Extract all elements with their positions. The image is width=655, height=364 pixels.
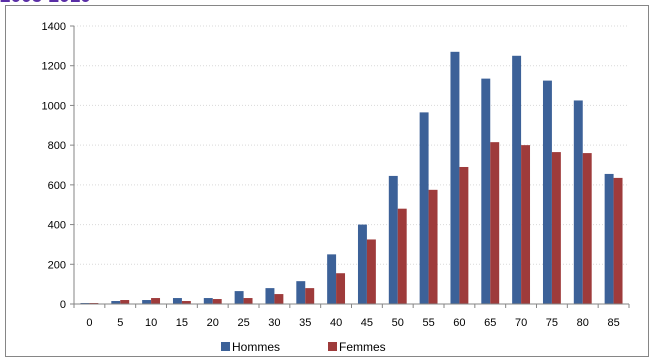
bar-femmes-10 <box>151 298 161 304</box>
bar-hommes-65 <box>481 78 491 304</box>
bar-hommes-80 <box>573 100 583 304</box>
x-tick-label: 55 <box>422 317 434 329</box>
bar-femmes-15 <box>181 301 191 304</box>
bar-femmes-5 <box>120 300 130 304</box>
legend: Hommes Femmes <box>221 340 386 354</box>
bar-hommes-85 <box>604 173 614 304</box>
x-tick-label: 30 <box>268 317 280 329</box>
bar-hommes-75 <box>542 80 552 304</box>
x-tick-label: 15 <box>176 317 188 329</box>
bar-femmes-70 <box>521 145 531 304</box>
bar-hommes-10 <box>142 300 152 304</box>
x-tick-label: 0 <box>86 317 92 329</box>
bar-hommes-15 <box>172 298 182 304</box>
x-tick-label: 80 <box>577 317 589 329</box>
bar-femmes-85 <box>613 177 623 304</box>
y-tick-label: 0 <box>60 299 66 311</box>
bars <box>80 51 623 305</box>
x-tick-label: 85 <box>607 317 619 329</box>
y-tick-label: 1200 <box>42 61 66 73</box>
x-tick-label: 10 <box>145 317 157 329</box>
x-tick-label: 65 <box>484 317 496 329</box>
bar-hommes-55 <box>419 112 429 304</box>
gridlines <box>74 25 629 265</box>
x-tick-label: 75 <box>546 317 558 329</box>
x-tick-label: 40 <box>330 317 342 329</box>
bar-hommes-35 <box>296 281 306 304</box>
bar-hommes-40 <box>327 254 337 304</box>
x-tick-label: 5 <box>117 317 123 329</box>
bar-femmes-75 <box>551 152 561 304</box>
bar-femmes-20 <box>212 299 222 304</box>
bar-hommes-25 <box>234 291 244 304</box>
x-tick-label: 60 <box>453 317 465 329</box>
legend-swatch-hommes <box>221 342 230 351</box>
bar-femmes-25 <box>243 298 253 304</box>
bar-hommes-20 <box>203 298 213 304</box>
bar-femmes-45 <box>366 239 376 304</box>
x-tick-label: 35 <box>299 317 311 329</box>
bar-femmes-40 <box>336 273 346 304</box>
bar-hommes-45 <box>357 224 367 304</box>
bar-hommes-50 <box>388 175 398 304</box>
x-tick-label: 70 <box>515 317 527 329</box>
y-tick-label: 1400 <box>42 21 66 33</box>
bar-femmes-30 <box>274 294 284 304</box>
y-tick-label: 400 <box>48 220 66 232</box>
x-tick-label: 20 <box>207 317 219 329</box>
bar-femmes-65 <box>490 142 500 304</box>
y-tick-label: 1000 <box>42 100 66 112</box>
bar-hommes-60 <box>450 51 460 304</box>
bar-hommes-30 <box>265 288 275 304</box>
x-tick-label: 50 <box>392 317 404 329</box>
bar-femmes-55 <box>428 189 438 304</box>
bar-hommes-5 <box>111 301 121 304</box>
y-tick-label: 800 <box>48 140 66 152</box>
axes: 0 200 400 600 800 1000 1200 1400 0 5 10 15 20 25 30 35 4… <box>42 21 630 329</box>
bar-femmes-35 <box>305 288 315 304</box>
x-tick-label: 45 <box>361 317 373 329</box>
x-tick-label: 25 <box>237 317 249 329</box>
bar-femmes-80 <box>582 153 592 304</box>
chart-frame <box>5 5 649 357</box>
bar-femmes-60 <box>459 166 469 304</box>
y-tick-label: 600 <box>48 180 66 192</box>
bar-femmes-50 <box>397 208 407 304</box>
chart-heading: 2005-2010 <box>0 0 91 6</box>
legend-label-hommes: Hommes <box>232 340 280 354</box>
y-tick-label: 200 <box>48 259 66 271</box>
legend-swatch-femmes <box>328 342 337 351</box>
bar-hommes-70 <box>512 55 522 305</box>
legend-label-femmes: Femmes <box>339 340 386 354</box>
